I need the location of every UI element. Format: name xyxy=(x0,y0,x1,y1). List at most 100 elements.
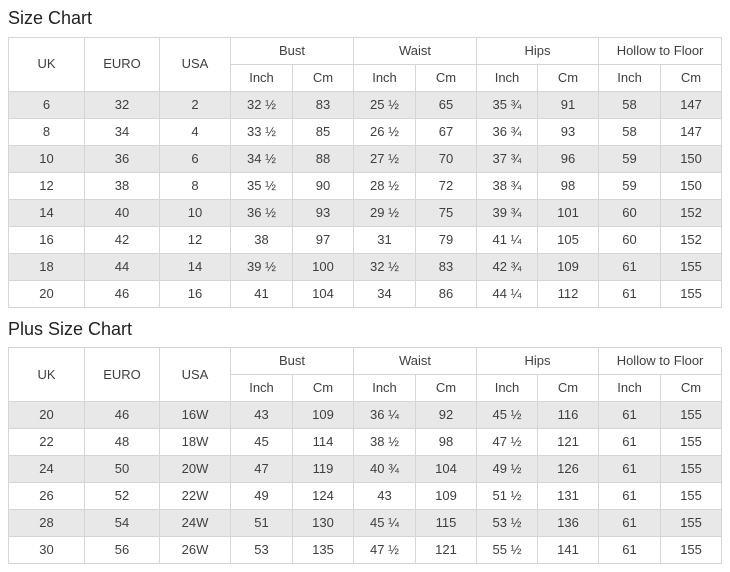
subheader-hips-inch: Inch xyxy=(476,374,539,403)
table-cell: 38 xyxy=(230,225,293,254)
column-header-bust: Bust xyxy=(229,347,355,376)
table-cell: 61 xyxy=(598,509,662,538)
table-cell: 26W xyxy=(159,536,231,565)
table-cell: 150 xyxy=(660,144,723,173)
table-row: 6 32 2 32 ½ 83 25 ½ 65 35 ¾ 91 58 147 xyxy=(8,90,723,119)
table-cell: 115 xyxy=(415,509,478,538)
table-cell: 38 ¾ xyxy=(476,171,539,200)
table-row: 12 38 8 35 ½ 90 28 ½ 72 38 ¾ 98 59 150 xyxy=(8,171,723,200)
table-cell: 38 ½ xyxy=(353,428,417,457)
subheader-bust-inch: Inch xyxy=(230,374,293,403)
table-cell: 45 xyxy=(230,428,293,457)
table-cell: 155 xyxy=(660,252,723,281)
table-row: 26 52 22W 49 124 43 109 51 ½ 131 61 155 xyxy=(8,482,723,511)
table-cell: 29 ½ xyxy=(353,198,417,227)
column-header-euro: EURO xyxy=(84,36,160,92)
column-header-hips: Hips xyxy=(476,36,600,65)
table-cell: 46 xyxy=(84,279,160,308)
table-cell: 61 xyxy=(598,482,662,511)
table-cell: 14 xyxy=(8,198,85,227)
table-cell: 41 xyxy=(230,279,293,308)
size-chart-table: UK EURO USA Bust Waist Hips Hollow to Fl… xyxy=(8,36,723,308)
table-cell: 10 xyxy=(159,198,231,227)
table-cell: 155 xyxy=(660,428,723,457)
column-header-uk: UK xyxy=(8,347,85,403)
table-cell: 54 xyxy=(84,509,160,538)
table-cell: 26 ½ xyxy=(353,117,417,146)
table-cell: 72 xyxy=(415,171,478,200)
table-cell: 121 xyxy=(415,536,478,565)
table-cell: 32 xyxy=(84,90,160,119)
table-cell: 44 xyxy=(84,252,160,281)
table-cell: 70 xyxy=(415,144,478,173)
table-cell: 44 ¼ xyxy=(476,279,539,308)
column-header-hollow-to-floor: Hollow to Floor xyxy=(598,347,723,376)
table-cell: 36 ¼ xyxy=(353,401,417,430)
table-cell: 40 xyxy=(84,198,160,227)
table-cell: 121 xyxy=(537,428,600,457)
table-cell: 39 ¾ xyxy=(476,198,539,227)
subheader-hips-inch: Inch xyxy=(476,63,539,92)
table-cell: 104 xyxy=(415,455,478,484)
table-cell: 152 xyxy=(660,198,723,227)
table-cell: 36 xyxy=(84,144,160,173)
table-row: 30 56 26W 53 135 47 ½ 121 55 ½ 141 61 155 xyxy=(8,536,723,565)
table-cell: 24W xyxy=(159,509,231,538)
table-cell: 61 xyxy=(598,455,662,484)
table-cell: 28 ½ xyxy=(353,171,417,200)
column-header-usa: USA xyxy=(159,347,231,403)
header-row-units: Inch Cm Inch Cm Inch Cm Inch Cm xyxy=(9,374,723,403)
table-cell: 56 xyxy=(84,536,160,565)
table-cell: 135 xyxy=(291,536,355,565)
table-cell: 65 xyxy=(415,90,478,119)
column-header-usa: USA xyxy=(159,36,231,92)
subheader-hollow-inch: Inch xyxy=(598,374,662,403)
table-cell: 8 xyxy=(159,171,231,200)
table-cell: 155 xyxy=(660,279,723,308)
table-cell: 126 xyxy=(537,455,600,484)
table-cell: 50 xyxy=(84,455,160,484)
table-cell: 47 ½ xyxy=(353,536,417,565)
table-cell: 98 xyxy=(415,428,478,457)
table-cell: 75 xyxy=(415,198,478,227)
subheader-bust-cm: Cm xyxy=(291,374,355,403)
table-cell: 35 ¾ xyxy=(476,90,539,119)
table-cell: 92 xyxy=(415,401,478,430)
subheader-waist-cm: Cm xyxy=(415,63,478,92)
table-cell: 109 xyxy=(537,252,600,281)
table-cell: 12 xyxy=(8,171,85,200)
table-cell: 38 xyxy=(84,171,160,200)
table-cell: 136 xyxy=(537,509,600,538)
table-cell: 36 ¾ xyxy=(476,117,539,146)
table-cell: 104 xyxy=(291,279,355,308)
table-cell: 26 xyxy=(8,482,85,511)
table-cell: 130 xyxy=(291,509,355,538)
subheader-waist-inch: Inch xyxy=(353,63,417,92)
table-cell: 42 ¾ xyxy=(476,252,539,281)
table-cell: 43 xyxy=(230,401,293,430)
table-row: 14 40 10 36 ½ 93 29 ½ 75 39 ¾ 101 60 152 xyxy=(8,198,723,227)
subheader-hips-cm: Cm xyxy=(537,63,600,92)
table-cell: 61 xyxy=(598,428,662,457)
column-header-waist: Waist xyxy=(353,347,478,376)
table-row: 16 42 12 38 97 31 79 41 ¼ 105 60 152 xyxy=(8,225,723,254)
subheader-bust-inch: Inch xyxy=(230,63,293,92)
column-header-hollow-to-floor: Hollow to Floor xyxy=(598,36,723,65)
table-cell: 33 ½ xyxy=(230,117,293,146)
table-cell: 45 ¼ xyxy=(353,509,417,538)
table-cell: 37 ¾ xyxy=(476,144,539,173)
table-row: 28 54 24W 51 130 45 ¼ 115 53 ½ 136 61 155 xyxy=(8,509,723,538)
table-cell: 45 ½ xyxy=(476,401,539,430)
table-cell: 8 xyxy=(8,117,85,146)
table-cell: 97 xyxy=(291,225,355,254)
table-row: 20 46 16W 43 109 36 ¼ 92 45 ½ 116 61 155 xyxy=(8,401,723,430)
table-cell: 147 xyxy=(660,90,723,119)
table-cell: 41 ¼ xyxy=(476,225,539,254)
table-cell: 52 xyxy=(84,482,160,511)
table-cell: 141 xyxy=(537,536,600,565)
table-row: 22 48 18W 45 114 38 ½ 98 47 ½ 121 61 155 xyxy=(8,428,723,457)
table-cell: 90 xyxy=(291,171,355,200)
table-cell: 155 xyxy=(660,455,723,484)
table-cell: 2 xyxy=(159,90,231,119)
table-cell: 20W xyxy=(159,455,231,484)
